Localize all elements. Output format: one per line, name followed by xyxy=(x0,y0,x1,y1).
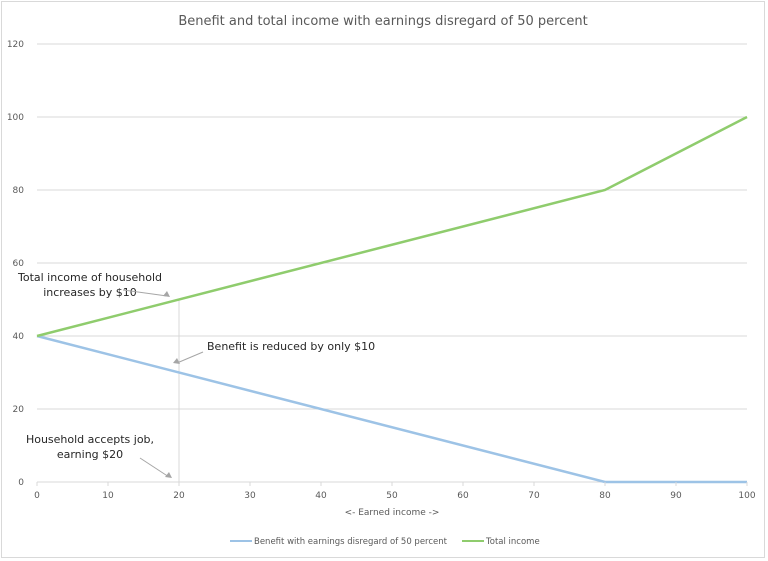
annotation-arrowhead xyxy=(173,358,180,364)
annotation-arrowhead xyxy=(163,291,170,297)
annotation-arrow xyxy=(139,457,170,478)
x-tick-label: 40 xyxy=(315,491,327,501)
annotation-arrowhead xyxy=(165,472,172,478)
y-tick-label: 80 xyxy=(13,186,25,196)
legend-label: Benefit with earnings disregard of 50 pe… xyxy=(254,537,448,547)
x-tick-label: 20 xyxy=(173,491,185,501)
y-tick-label: 60 xyxy=(13,259,25,269)
y-tick-label: 100 xyxy=(7,113,24,123)
series-line-1 xyxy=(36,115,748,338)
annotation-text: Total income of household xyxy=(17,271,162,284)
chart-title: Benefit and total income with earnings d… xyxy=(178,14,587,29)
y-tick-label: 20 xyxy=(13,405,25,415)
y-tick-label: 120 xyxy=(7,40,24,50)
x-tick-label: 80 xyxy=(599,491,611,501)
annotation-text: Benefit is reduced by only $10 xyxy=(207,340,375,353)
x-tick-label: 70 xyxy=(528,491,540,501)
x-tick-label: 50 xyxy=(386,491,398,501)
y-tick-label: 40 xyxy=(13,332,25,342)
x-tick-label: 0 xyxy=(34,491,40,501)
x-tick-label: 90 xyxy=(670,491,682,501)
x-axis-label: <- Earned income -> xyxy=(345,508,440,518)
annotation-text: earning $20 xyxy=(57,448,123,461)
annotation-arrow xyxy=(122,289,168,297)
annotation-arrow xyxy=(176,351,204,364)
y-tick-label: 0 xyxy=(18,478,24,488)
x-tick-label: 60 xyxy=(457,491,469,501)
annotation-text: increases by $10 xyxy=(43,286,137,299)
annotation-text: Household accepts job, xyxy=(26,433,154,446)
legend-label: Total income xyxy=(485,537,540,547)
x-tick-label: 10 xyxy=(102,491,114,501)
x-tick-label: 100 xyxy=(738,491,755,501)
x-tick-label: 30 xyxy=(244,491,256,501)
